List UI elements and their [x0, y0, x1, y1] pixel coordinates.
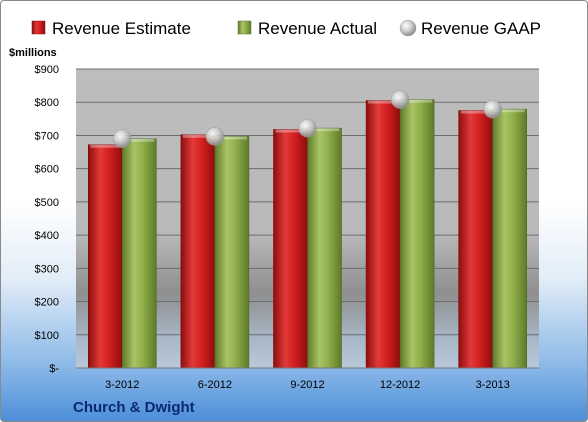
y-axis-ticks: $- $100 $200 $300 $400 $500 $600 $700 $800 $900 [35, 64, 60, 375]
legend-label-estimate: Revenue Estimate [52, 19, 191, 38]
bar-estimate [365, 100, 401, 369]
legend-label-actual: Revenue Actual [258, 19, 377, 38]
x-tick-label: 3-2012 [105, 379, 139, 391]
y-tick-label: $200 [35, 297, 59, 309]
unit-label: $millions [9, 47, 57, 59]
legend-swatch-actual [237, 20, 252, 35]
bar-estimate-highlight [275, 129, 306, 133]
bar-actual-highlight [124, 138, 155, 142]
gaap-marker [298, 118, 317, 138]
legend-swatch-estimate [31, 20, 46, 35]
bar-estimate-highlight [368, 100, 399, 104]
x-tick-label: 3-2013 [476, 379, 510, 391]
bar-actual [399, 99, 435, 369]
bar-estimate [273, 129, 308, 369]
bar-actual [122, 138, 157, 369]
legend: Revenue Estimate Revenue Actual Revenue … [31, 19, 541, 38]
gaap-marker [390, 90, 410, 109]
company-name: Church & Dwight [73, 399, 195, 416]
bar-estimate [458, 110, 494, 369]
y-tick-label: $800 [35, 97, 59, 109]
y-tick-label: $100 [35, 330, 59, 342]
bar-actual-highlight [216, 136, 247, 140]
bar-estimate [88, 144, 123, 369]
bar-actual [307, 127, 342, 369]
bar-actual-highlight [494, 109, 525, 113]
legend-label-gaap: Revenue GAAP [421, 19, 541, 38]
legend-item-actual[interactable]: Revenue Actual [237, 19, 377, 38]
bar-actual [492, 108, 528, 369]
legend-swatch-gaap [399, 19, 417, 37]
y-tick-label: $900 [35, 64, 59, 76]
bar-actual-highlight [402, 99, 433, 103]
bar-actual [214, 136, 250, 369]
legend-item-estimate[interactable]: Revenue Estimate [31, 19, 191, 38]
y-tick-label: $500 [35, 197, 59, 209]
gaap-marker [205, 127, 225, 146]
bar-estimate [180, 134, 216, 369]
y-tick-label: $600 [35, 164, 59, 176]
gaap-marker [483, 99, 502, 119]
bar-actual-highlight [309, 128, 340, 132]
x-tick-label: 9-2012 [290, 379, 324, 391]
y-tick-label: $400 [35, 230, 59, 242]
bar-estimate-highlight [90, 144, 121, 148]
bar-estimate-highlight [182, 134, 213, 138]
bars [88, 99, 528, 369]
x-tick-label: 6-2012 [198, 379, 232, 391]
legend-item-gaap[interactable]: Revenue GAAP [399, 19, 541, 38]
x-axis-ticks: 3-2012 6-2012 9-2012 12-2012 3-2013 [105, 379, 510, 391]
bar-estimate-highlight [460, 110, 491, 114]
y-tick-label: $700 [35, 130, 59, 142]
y-tick-label: $- [49, 363, 59, 375]
gaap-markers [113, 90, 502, 149]
y-tick-label: $300 [35, 263, 59, 275]
gaap-marker [113, 129, 132, 149]
x-tick-label: 12-2012 [380, 379, 420, 391]
